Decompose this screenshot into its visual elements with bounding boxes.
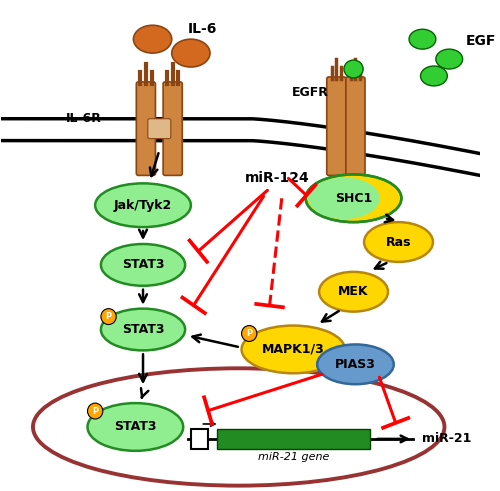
FancyBboxPatch shape — [163, 82, 182, 175]
Ellipse shape — [172, 39, 210, 67]
Text: P: P — [106, 312, 112, 321]
Ellipse shape — [420, 66, 448, 86]
FancyBboxPatch shape — [148, 119, 171, 138]
Ellipse shape — [101, 309, 185, 351]
Ellipse shape — [242, 326, 257, 341]
Text: Ras: Ras — [386, 236, 411, 248]
FancyBboxPatch shape — [346, 77, 365, 175]
Text: IL-6: IL-6 — [188, 22, 217, 36]
Text: P: P — [92, 407, 98, 415]
Text: EGF: EGF — [466, 34, 496, 48]
Text: miR-21: miR-21 — [422, 433, 472, 445]
Text: Jak/Tyk2: Jak/Tyk2 — [114, 199, 172, 212]
Ellipse shape — [101, 244, 185, 286]
Ellipse shape — [134, 25, 172, 53]
Ellipse shape — [436, 49, 462, 69]
Text: SHC1: SHC1 — [335, 192, 372, 205]
FancyBboxPatch shape — [216, 429, 370, 449]
FancyBboxPatch shape — [136, 82, 156, 175]
Ellipse shape — [242, 326, 345, 373]
Ellipse shape — [101, 309, 116, 325]
Text: PIAS3: PIAS3 — [335, 358, 376, 371]
Ellipse shape — [317, 345, 394, 384]
Text: MAPK1/3: MAPK1/3 — [262, 343, 324, 356]
Text: STAT3: STAT3 — [122, 258, 164, 272]
Ellipse shape — [88, 403, 183, 451]
Text: IL-6R: IL-6R — [66, 112, 102, 125]
FancyBboxPatch shape — [191, 429, 208, 449]
Text: miR-124: miR-124 — [244, 171, 310, 186]
Text: miR-21 gene: miR-21 gene — [258, 452, 329, 462]
Text: STAT3: STAT3 — [122, 323, 164, 336]
Ellipse shape — [308, 177, 380, 219]
Ellipse shape — [319, 272, 388, 312]
Ellipse shape — [33, 368, 444, 486]
Text: MEK: MEK — [338, 285, 369, 298]
Ellipse shape — [95, 183, 191, 227]
FancyBboxPatch shape — [327, 77, 346, 175]
Ellipse shape — [88, 403, 103, 419]
Text: STAT3: STAT3 — [114, 420, 156, 434]
Ellipse shape — [344, 60, 363, 78]
Text: P: P — [246, 329, 252, 338]
Ellipse shape — [409, 29, 436, 49]
Ellipse shape — [364, 222, 433, 262]
Text: EGFR: EGFR — [292, 86, 329, 99]
Ellipse shape — [306, 174, 402, 222]
